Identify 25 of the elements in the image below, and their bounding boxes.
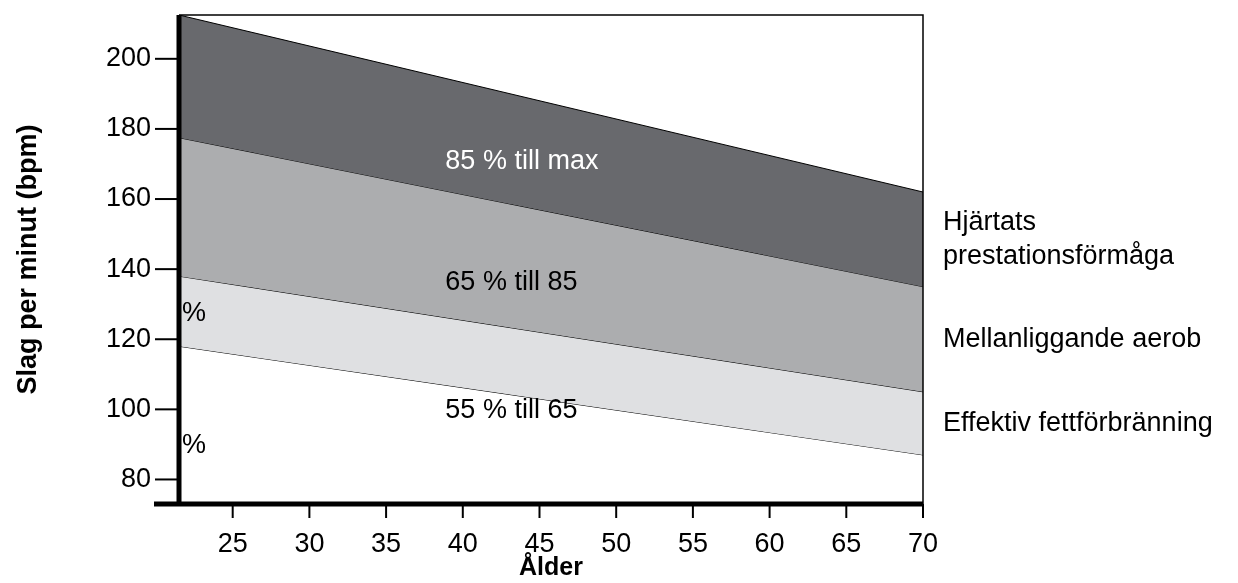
- y-tick-label: 160: [105, 182, 151, 213]
- y-tick-label: 80: [120, 462, 151, 493]
- y-tick-label: 120: [105, 322, 151, 353]
- x-tick-label: 50: [601, 528, 632, 559]
- x-tick-label: 70: [907, 528, 939, 559]
- x-tick-label: 30: [294, 528, 325, 559]
- x-tick-label: 65: [831, 528, 862, 559]
- series-label: Effektiv fettförbränning: [943, 406, 1213, 437]
- y-tick-label: 100: [105, 392, 151, 423]
- annotation: 65 % till 85: [445, 266, 578, 297]
- x-tick-label: 25: [217, 528, 248, 559]
- annotation: %: [181, 296, 206, 327]
- x-tick-label: 55: [677, 528, 708, 559]
- y-axis-title: Slag per minut (bpm): [11, 124, 42, 395]
- series-label: Hjärtats prestationsförmåga: [943, 205, 1176, 270]
- y-tick-label: 140: [105, 252, 151, 283]
- x-tick-label: 40: [447, 528, 478, 559]
- annotation: 55 % till 65: [445, 393, 578, 424]
- annotation: %: [181, 428, 206, 459]
- series-label: Mellanliggande aerob: [943, 322, 1202, 353]
- y-tick-label: 180: [105, 112, 151, 143]
- x-tick-label: 60: [754, 528, 785, 559]
- annotation: 85 % till max: [445, 145, 599, 176]
- x-tick-label: 35: [371, 528, 402, 559]
- y-tick-label: 200: [105, 42, 151, 73]
